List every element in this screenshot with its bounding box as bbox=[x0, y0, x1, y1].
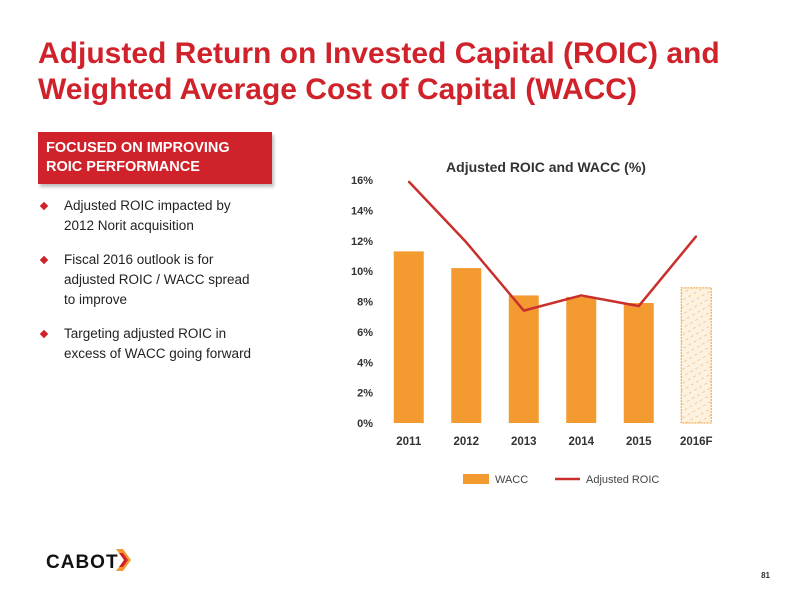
bullet-2-line-3: to improve bbox=[64, 292, 128, 307]
y-tick-label: 12% bbox=[351, 236, 373, 248]
wacc-bar bbox=[508, 295, 539, 423]
y-tick-label: 14% bbox=[351, 205, 373, 217]
banner-text: FOCUSED ON IMPROVING ROIC PERFORMANCE bbox=[46, 139, 230, 177]
diamond-bullet-icon bbox=[39, 255, 49, 265]
title-line-1: Adjusted Return on Invested Capital (ROI… bbox=[38, 37, 720, 70]
chevron-logo-icon bbox=[116, 549, 131, 571]
roic-wacc-chart: Adjusted ROIC and WACC (%) 0% 2% 4% 6% 8% 10%… bbox=[351, 159, 713, 486]
banner-line-1: FOCUSED ON IMPROVING bbox=[46, 140, 230, 156]
y-axis: 0% 2% 4% 6% 8% 10% 12% 14% 16% bbox=[351, 175, 373, 430]
bullet-item: Targeting adjusted ROIC in excess of WAC… bbox=[38, 324, 268, 364]
legend-wacc-swatch bbox=[463, 474, 489, 484]
chart-title: Adjusted ROIC and WACC (%) bbox=[446, 159, 646, 175]
x-tick-label: 2013 bbox=[511, 436, 537, 448]
y-tick-label: 6% bbox=[357, 327, 373, 339]
bullet-item: Adjusted ROIC impacted by 2012 Norit acq… bbox=[38, 196, 268, 236]
x-axis: 2011 2012 2013 2014 2015 2016F bbox=[396, 436, 712, 448]
roic-point bbox=[465, 241, 468, 244]
wacc-bar bbox=[393, 251, 424, 423]
bullet-1-line-2: 2012 Norit acquisition bbox=[64, 218, 194, 233]
page-number: 81 bbox=[761, 571, 770, 580]
roic-point bbox=[407, 180, 410, 183]
title-line-2: Weighted Average Cost of Capital (WACC) bbox=[38, 73, 637, 106]
roic-line bbox=[407, 180, 698, 312]
roic-point bbox=[522, 309, 525, 312]
x-tick-label: 2014 bbox=[568, 436, 594, 448]
bullet-1-line-1: Adjusted ROIC impacted by bbox=[64, 198, 231, 213]
roic-point bbox=[695, 235, 698, 237]
bullet-list: Adjusted ROIC impacted by 2012 Norit acq… bbox=[38, 196, 268, 378]
legend-roic-label: Adjusted ROIC bbox=[586, 474, 659, 486]
diamond-bullet-icon bbox=[39, 201, 49, 211]
wacc-bar bbox=[623, 303, 654, 423]
wacc-bars bbox=[393, 251, 712, 424]
banner-line-2: ROIC PERFORMANCE bbox=[46, 159, 200, 175]
y-tick-label: 0% bbox=[357, 418, 373, 430]
y-tick-label: 16% bbox=[351, 175, 373, 187]
y-tick-label: 10% bbox=[351, 266, 373, 278]
legend-wacc-label: WACC bbox=[495, 474, 528, 486]
bullet-item: Fiscal 2016 outlook is for adjusted ROIC… bbox=[38, 250, 268, 310]
bullet-3-line-2: excess of WACC going forward bbox=[64, 346, 252, 361]
wacc-bar-forecast bbox=[680, 287, 712, 424]
bullet-2-line-1: Fiscal 2016 outlook is for bbox=[64, 252, 214, 267]
roic-point bbox=[580, 294, 583, 297]
bullet-3-line-1: Targeting adjusted ROIC in bbox=[64, 326, 227, 341]
cabot-logo: CABOT bbox=[46, 549, 131, 574]
y-tick-label: 2% bbox=[357, 388, 373, 400]
x-tick-label: 2015 bbox=[626, 436, 652, 448]
legend: WACC Adjusted ROIC bbox=[463, 474, 659, 486]
y-tick-label: 4% bbox=[357, 357, 373, 369]
x-tick-label: 2012 bbox=[453, 436, 479, 448]
roic-line-layer bbox=[407, 180, 698, 312]
roic-point bbox=[637, 305, 640, 307]
focus-banner: FOCUSED ON IMPROVING ROIC PERFORMANCE bbox=[38, 132, 272, 184]
y-tick-label: 8% bbox=[357, 297, 373, 309]
diamond-bullet-icon bbox=[39, 329, 49, 339]
x-tick-label: 2016F bbox=[680, 436, 713, 448]
page-title: Adjusted Return on Invested Capital (ROI… bbox=[38, 36, 778, 108]
wacc-bar bbox=[451, 268, 482, 423]
x-tick-label: 2011 bbox=[396, 436, 422, 448]
logo-text: CABOT bbox=[46, 552, 119, 573]
bullet-2-line-2: adjusted ROIC / WACC spread bbox=[64, 272, 250, 287]
wacc-bar bbox=[566, 296, 597, 423]
